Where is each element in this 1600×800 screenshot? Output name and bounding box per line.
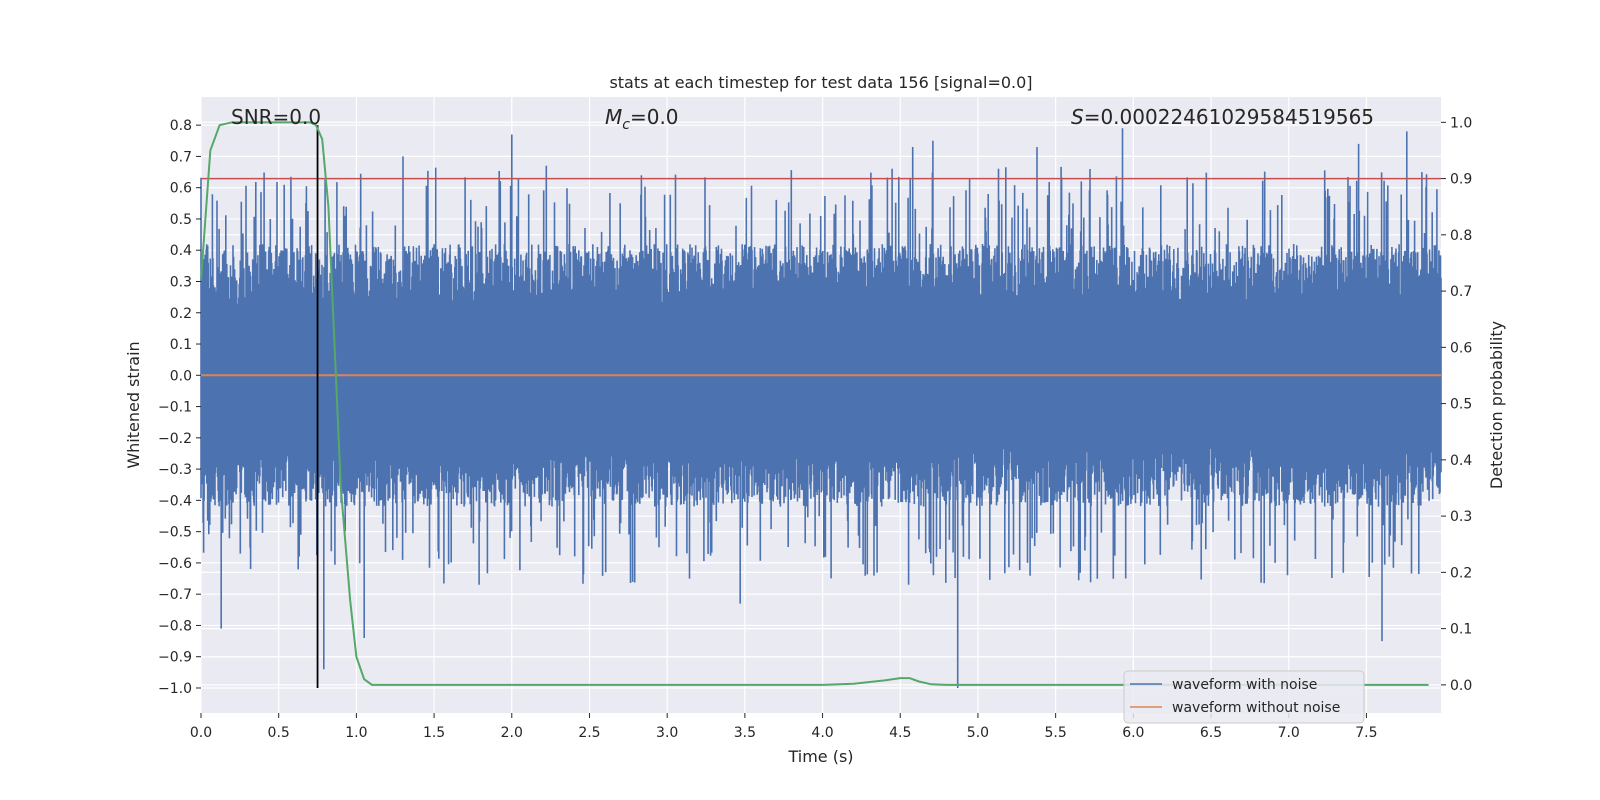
y-left-tick-label-6: 0.2 (170, 306, 192, 322)
y-left-axis-label: Whitened strain (124, 341, 143, 468)
x-tick-label-0: 0.0 (190, 725, 212, 741)
y-left-tick-label-5: 0.3 (170, 274, 192, 290)
y-left-tick-label-2: 0.6 (170, 181, 192, 197)
y-right-tick-label-6: 0.4 (1450, 453, 1472, 469)
x-tick-label-15: 7.5 (1355, 725, 1377, 741)
x-tick-label-11: 5.5 (1045, 725, 1067, 741)
mc-annotation: Mc=0.0 (605, 105, 679, 133)
y-left-tick-label-18: −1.0 (158, 681, 192, 697)
detection-probability-line (200, 121, 1429, 686)
x-tick-label-2: 1.0 (345, 725, 367, 741)
x-axis-ticks: 0.0 0.5 1.0 1.5 2.0 2.5 3.0 3.5 4.0 4.5 5.0 5.5 6.0 6… (190, 713, 1378, 741)
series-detection-probability (200, 121, 1429, 686)
y-left-tick-label-1: 0.7 (170, 149, 192, 165)
y-right-tick-label-8: 0.2 (1450, 565, 1472, 581)
legend: waveform with noise waveform without noi… (1123, 670, 1365, 724)
legend-label-waveform-without-noise: waveform without noise (1172, 700, 1340, 716)
snr-annotation: SNR=0.0 (231, 105, 321, 129)
x-tick-label-1: 0.5 (268, 725, 290, 741)
s-symbol: S (1071, 105, 1084, 129)
y-left-tick-label-10: −0.2 (158, 431, 192, 447)
waveform-with-noise-line (200, 128, 1442, 688)
y-left-tick-label-14: −0.6 (158, 556, 192, 572)
x-tick-label-6: 3.0 (656, 725, 678, 741)
y-right-tick-label-9: 0.1 (1450, 622, 1472, 638)
legend-box (1123, 670, 1365, 724)
x-tick-label-9: 4.5 (889, 725, 911, 741)
x-tick-label-8: 4.0 (811, 725, 833, 741)
y-right-tick-label-7: 0.3 (1450, 509, 1472, 525)
y-left-tick-label-7: 0.1 (170, 337, 192, 353)
x-axis-label: Time (s) (787, 747, 853, 766)
x-tick-label-10: 5.0 (967, 725, 989, 741)
mc-symbol: M (605, 105, 622, 129)
series-waveform-with-noise (200, 128, 1442, 688)
y-left-tick-label-0: 0.8 (170, 118, 192, 134)
y-left-tick-label-9: −0.1 (158, 400, 192, 416)
x-tick-label-13: 6.5 (1200, 725, 1222, 741)
y-left-tick-label-12: −0.4 (158, 493, 192, 509)
mc-value: =0.0 (630, 105, 679, 129)
mc-subscript: c (622, 117, 630, 133)
y-right-tick-label-4: 0.6 (1450, 340, 1472, 356)
x-tick-label-14: 7.0 (1278, 725, 1300, 741)
y-left-tick-label-17: −0.9 (158, 650, 192, 666)
y-left-tick-label-4: 0.4 (170, 243, 192, 259)
y-left-tick-label-8: 0.0 (170, 368, 192, 384)
y-right-tick-label-2: 0.8 (1450, 228, 1472, 244)
y-right-tick-label-0: 1.0 (1450, 115, 1472, 131)
y-left-axis-ticks: 0.8 0.7 0.6 0.5 0.4 0.3 0.2 0.1 0.0 −0.1 −0.2 −0.3 −… (158, 118, 201, 697)
y-right-axis-label: Detection probability (1487, 321, 1506, 489)
legend-label-waveform-with-noise: waveform with noise (1172, 677, 1317, 693)
y-left-tick-label-16: −0.8 (158, 618, 192, 634)
x-tick-label-12: 6.0 (1122, 725, 1144, 741)
y-right-tick-label-5: 0.5 (1450, 397, 1472, 413)
y-left-tick-label-3: 0.5 (170, 212, 192, 228)
y-left-tick-label-15: −0.7 (158, 587, 192, 603)
chart-title: stats at each timestep for test data 156… (609, 73, 1032, 92)
x-tick-label-4: 2.0 (501, 725, 523, 741)
x-tick-label-5: 2.5 (578, 725, 600, 741)
y-right-tick-label-3: 0.7 (1450, 284, 1472, 300)
x-tick-label-7: 3.5 (734, 725, 756, 741)
y-right-tick-label-1: 0.9 (1450, 172, 1472, 188)
y-left-tick-label-13: −0.5 (158, 525, 192, 541)
x-tick-label-3: 1.5 (423, 725, 445, 741)
y-right-tick-label-10: 0.0 (1450, 678, 1472, 694)
s-annotation: S=0.00022461029584519565 (1071, 105, 1374, 129)
y-left-tick-label-11: −0.3 (158, 462, 192, 478)
y-right-axis-ticks: 1.0 0.9 0.8 0.7 0.6 0.5 0.4 0.3 0.2 0.1 0.0 (1441, 115, 1472, 694)
s-value: =0.00022461029584519565 (1084, 105, 1374, 129)
